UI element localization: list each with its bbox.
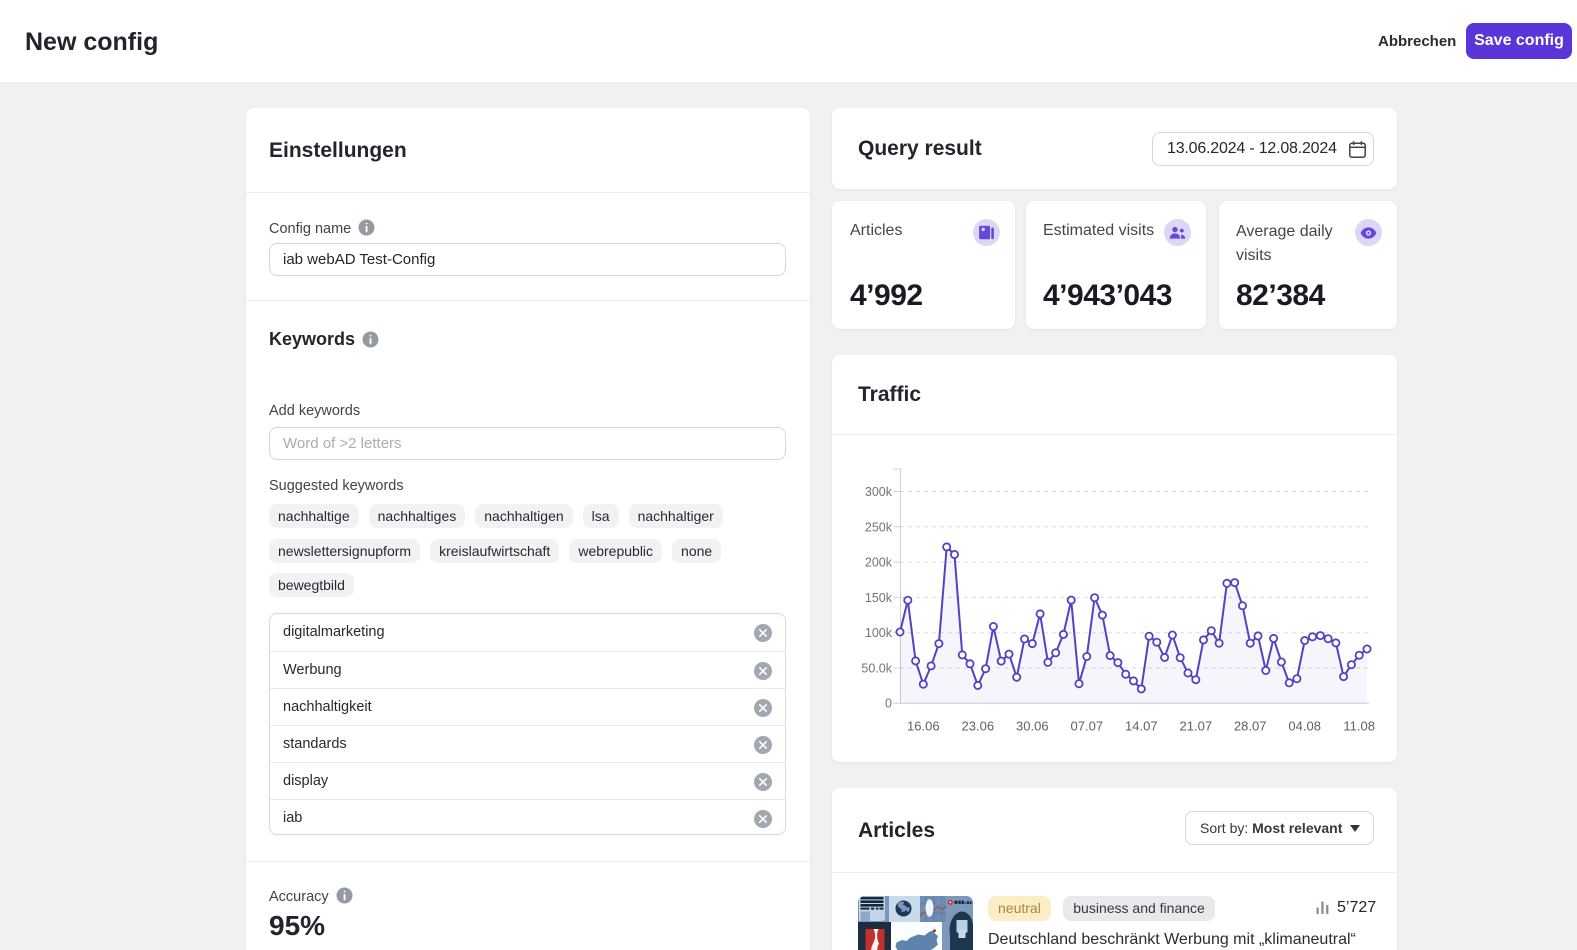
svg-text:0: 0 — [885, 697, 892, 711]
svg-text:100k: 100k — [865, 626, 893, 640]
svg-text:23.06: 23.06 — [962, 719, 995, 734]
svg-text:50.0k: 50.0k — [861, 662, 892, 676]
svg-text:11.08: 11.08 — [1343, 719, 1375, 734]
svg-text:150k: 150k — [865, 591, 893, 605]
svg-text:04.08: 04.08 — [1288, 719, 1321, 734]
svg-text:28.07: 28.07 — [1234, 719, 1267, 734]
svg-text:16.06: 16.06 — [907, 719, 940, 734]
svg-text:250k: 250k — [865, 520, 893, 534]
svg-text:21.07: 21.07 — [1180, 719, 1213, 734]
svg-text:07.07: 07.07 — [1071, 719, 1104, 734]
svg-text:30.06: 30.06 — [1016, 719, 1049, 734]
svg-text:300k: 300k — [865, 485, 893, 499]
svg-text:200k: 200k — [865, 556, 893, 570]
svg-text:14.07: 14.07 — [1125, 719, 1158, 734]
